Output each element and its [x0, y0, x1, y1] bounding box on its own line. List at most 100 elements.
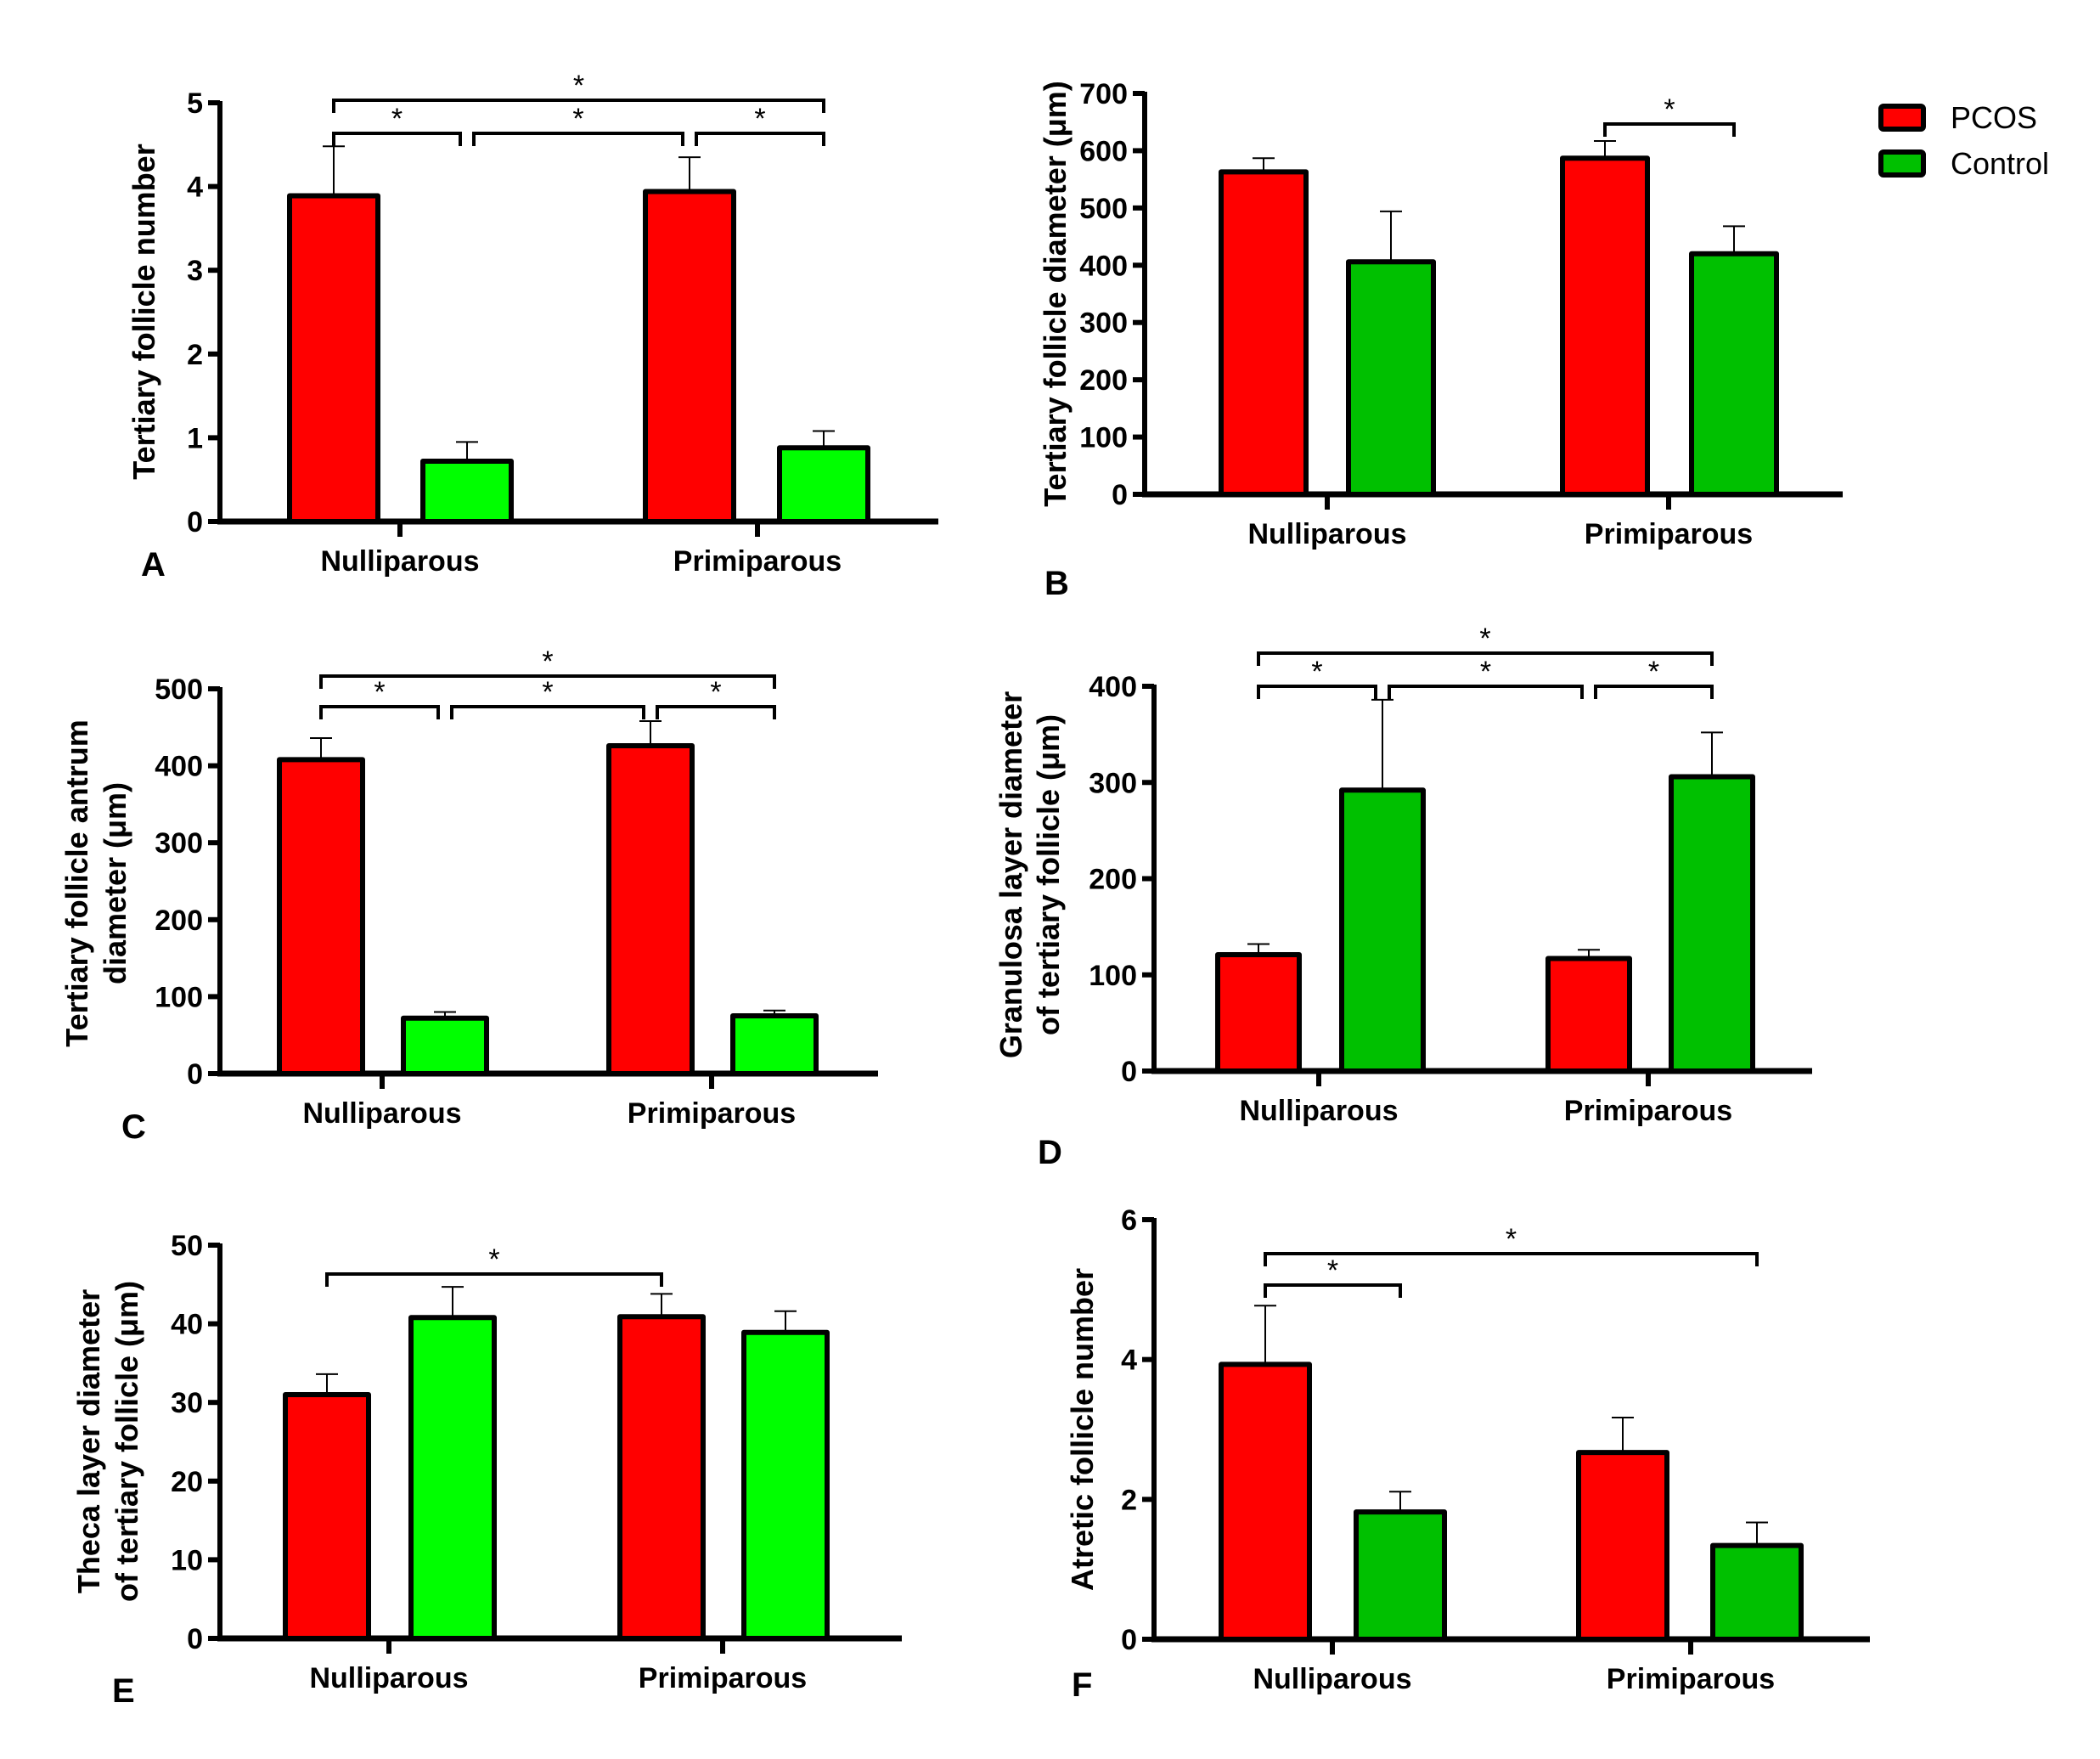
legend-item-control: Control	[1878, 146, 2049, 181]
x-category-label-nulliparous: Nulliparous	[320, 545, 479, 578]
legend-swatch-control	[1878, 149, 1926, 178]
y-tick-label: 500	[1079, 193, 1128, 225]
panel-letter-a: A	[141, 546, 166, 584]
significance-star: *	[542, 676, 553, 708]
x-category-label-primiparous: Primiparous	[1585, 518, 1753, 550]
bracket-line	[1264, 1252, 1759, 1266]
y-tick-label: 500	[155, 674, 203, 706]
bracket-line	[319, 674, 776, 689]
y-tick-label: 5	[187, 87, 203, 120]
significance-bracket: *	[1257, 656, 1377, 699]
panel-letter-b: B	[1044, 565, 1069, 602]
bar-nulliparous-control	[401, 1015, 489, 1076]
panel-letter-e: E	[112, 1672, 135, 1710]
panel-c: 0 100 200 300 400 500 Nulliparous Primiparous Te…	[59, 646, 878, 1146]
y-axis-label: Tertiary follicle diameter (μm)	[1038, 81, 1073, 507]
significance-star: *	[1506, 1223, 1517, 1255]
bar-primiparous-control	[777, 445, 870, 524]
y-tick-label: 100	[1089, 960, 1137, 992]
y-tick-label: 30	[171, 1387, 203, 1419]
bracket-line	[450, 705, 645, 719]
panels: 0 1 2 3 4 5 Nulliparous Primiparous Tertiary fol…	[59, 70, 1870, 1710]
panel-a: 0 1 2 3 4 5 Nulliparous Primiparous Tertiary fol…	[127, 70, 938, 584]
y-tick-label: 6	[1121, 1204, 1137, 1237]
bar-primiparous-pcos	[1545, 956, 1632, 1074]
x-category-label-primiparous: Primiparous	[639, 1662, 807, 1694]
bracket-line	[1594, 685, 1714, 699]
bracket-line	[1603, 122, 1736, 137]
significance-bracket: *	[1603, 93, 1736, 137]
y-tick-label: 200	[1089, 864, 1137, 896]
bar-primiparous-control	[1669, 774, 1755, 1074]
panel-d: 0 100 200 300 400 Nulliparous Primiparous Granu…	[994, 623, 1812, 1171]
bar-primiparous-pcos	[617, 1314, 706, 1641]
y-tick-label: 300	[1089, 767, 1137, 799]
bar-primiparous-pcos	[1576, 1450, 1669, 1643]
y-tick-label: 0	[1121, 1624, 1137, 1656]
x-category-label-primiparous: Primiparous	[673, 545, 842, 578]
panel-f: 0 2 4 6 Nulliparous Primiparous Atretic follic…	[1065, 1204, 1870, 1704]
y-tick-label: 4	[187, 172, 203, 204]
bar-primiparous-control	[1710, 1542, 1804, 1643]
y-tick-label: 100	[155, 981, 203, 1013]
bar-nulliparous-control	[420, 459, 514, 524]
significance-star: *	[573, 70, 584, 102]
bracket-line	[1257, 685, 1377, 699]
bar-nulliparous-pcos	[287, 193, 380, 524]
x-category-label-nulliparous: Nulliparous	[1253, 1663, 1411, 1695]
panel-letter-d: D	[1038, 1134, 1062, 1171]
x-category-label-primiparous: Primiparous	[1564, 1095, 1732, 1127]
y-tick-label: 200	[1079, 364, 1128, 397]
y-tick-label: 2	[1121, 1484, 1137, 1516]
significance-star: *	[1311, 656, 1322, 688]
bar-primiparous-control	[741, 1329, 830, 1641]
significance-star: *	[391, 103, 403, 135]
y-axis-label: Atretic follicle number	[1065, 1268, 1100, 1591]
y-tick-label: 400	[1089, 671, 1137, 703]
significance-bracket: *	[332, 103, 462, 146]
y-tick-label: 4	[1121, 1345, 1137, 1377]
y-tick-label: 20	[171, 1466, 203, 1498]
y-tick-label: 0	[187, 1623, 203, 1655]
y-axis-label: of tertiary follicle (μm)	[110, 1281, 144, 1602]
y-tick-label: 300	[1079, 307, 1128, 340]
y-axis-label: Tertiary follicle antrum	[59, 719, 94, 1046]
bar-nulliparous-pcos	[1215, 951, 1302, 1074]
bracket-line	[1388, 685, 1584, 699]
significance-bracket: *	[325, 1243, 663, 1287]
significance-star: *	[1327, 1254, 1338, 1287]
y-tick-label: 0	[187, 1058, 203, 1091]
y-tick-label: 0	[187, 506, 203, 538]
significance-star: *	[488, 1243, 499, 1276]
y-tick-label: 400	[155, 751, 203, 783]
significance-bracket: *	[472, 103, 684, 146]
significance-bracket: *	[1388, 656, 1584, 699]
significance-bracket: *	[1594, 656, 1714, 699]
significance-star: *	[542, 646, 553, 678]
bar-nulliparous-control	[1354, 1509, 1447, 1642]
panel-e: 0 10 20 30 40 50 Nulliparous Primiparous Theca l…	[71, 1230, 902, 1710]
significance-bracket: *	[332, 70, 825, 113]
significance-bracket: *	[656, 676, 776, 719]
bar-primiparous-pcos	[606, 743, 695, 1076]
significance-bracket: *	[1264, 1223, 1759, 1266]
bar-primiparous-control	[730, 1013, 819, 1077]
y-tick-label: 0	[1112, 479, 1128, 511]
bracket-line	[695, 132, 825, 146]
bar-nulliparous-control	[408, 1315, 497, 1642]
bar-nulliparous-control	[1346, 259, 1436, 497]
bar-primiparous-pcos	[643, 189, 736, 525]
legend: PCOS Control	[1878, 100, 2049, 181]
significance-star: *	[1479, 623, 1490, 655]
x-category-label-primiparous: Primiparous	[1607, 1663, 1775, 1695]
bar-primiparous-control	[1689, 251, 1779, 497]
y-axis-label: of tertiary follicle (μm)	[1031, 714, 1066, 1035]
bar-nulliparous-control	[1339, 787, 1426, 1074]
bar-nulliparous-pcos	[283, 1391, 371, 1641]
bracket-line	[319, 705, 440, 719]
bar-nulliparous-pcos	[1219, 169, 1309, 497]
bracket-line	[332, 99, 825, 113]
significance-star: *	[374, 676, 385, 708]
x-category-label-nulliparous: Nulliparous	[302, 1097, 461, 1130]
